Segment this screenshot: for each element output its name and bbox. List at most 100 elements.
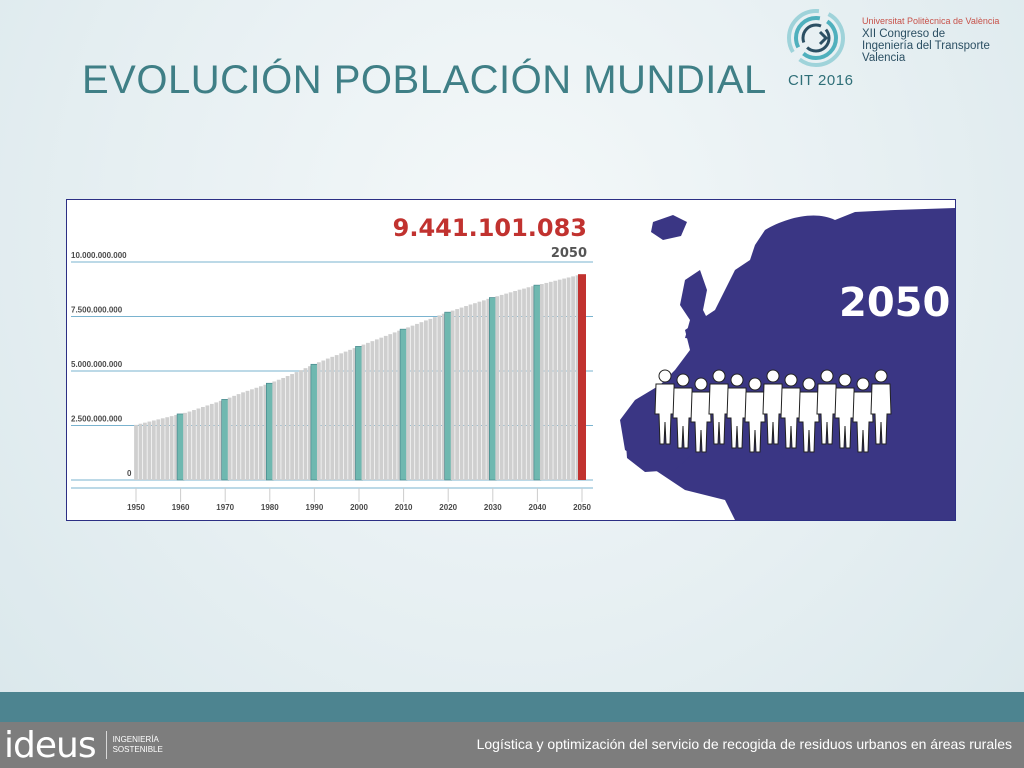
- bar: [444, 311, 453, 481]
- bar: [352, 348, 357, 480]
- bar: [321, 360, 326, 480]
- bar: [218, 400, 223, 480]
- bar: [348, 349, 352, 480]
- map-year-label: 2050: [839, 280, 951, 326]
- x-tick-label: 2050: [573, 503, 591, 512]
- event-name: CIT 2016: [788, 72, 854, 89]
- bar: [174, 415, 179, 480]
- bar: [533, 284, 542, 481]
- bar: [290, 374, 294, 480]
- y-tick-label: 5.000.000.000: [71, 360, 123, 369]
- person-head: [730, 373, 744, 387]
- y-tick-label: 7.500.000.000: [71, 306, 123, 315]
- bar: [571, 276, 575, 480]
- bar: [187, 411, 192, 480]
- europe-map-panel: 2050: [615, 200, 955, 520]
- people-silhouettes: [654, 369, 892, 453]
- chart-subtitle: 2050: [551, 246, 587, 261]
- bar: [428, 318, 433, 480]
- bar: [192, 410, 196, 480]
- bar: [415, 323, 419, 480]
- bar: [459, 307, 464, 480]
- bar: [299, 370, 303, 480]
- congress-line: Ingeniería del Transporte: [862, 40, 990, 52]
- person-head: [658, 369, 672, 383]
- person-head: [820, 369, 834, 383]
- bar: [526, 287, 531, 480]
- bar: [397, 330, 402, 480]
- person-head: [874, 369, 888, 383]
- bar: [258, 386, 263, 480]
- person-body: [690, 391, 712, 453]
- x-tick-label: 2010: [395, 503, 413, 512]
- bar: [316, 362, 321, 480]
- bar: [486, 298, 491, 480]
- bar: [156, 419, 161, 480]
- x-tick-label: 2030: [484, 503, 502, 512]
- brand-tagline: INGENIERÍA SOSTENIBLE: [113, 735, 163, 755]
- bar: [419, 322, 424, 480]
- bar: [531, 286, 535, 480]
- bar: [539, 284, 544, 480]
- bar: [508, 292, 513, 480]
- person-head: [676, 373, 690, 387]
- bar: [196, 408, 201, 480]
- bar: [399, 328, 408, 481]
- bar: [517, 289, 522, 480]
- bar: [241, 392, 245, 480]
- bar: [138, 423, 143, 480]
- bar: [281, 377, 286, 480]
- x-tick-label: 1990: [306, 503, 324, 512]
- bar: [488, 297, 497, 481]
- slide-title: EVOLUCIÓN POBLACIÓN MUNDIAL: [82, 58, 767, 102]
- bar: [165, 417, 170, 480]
- europe-landmass: [620, 208, 955, 520]
- person-head: [802, 377, 816, 391]
- bar: [272, 381, 277, 480]
- person-head: [784, 373, 798, 387]
- bar: [169, 416, 174, 480]
- bar: [325, 358, 330, 480]
- bar: [214, 402, 219, 480]
- bar: [513, 290, 517, 480]
- bar: [263, 384, 268, 480]
- bar: [201, 406, 205, 480]
- bar: [209, 403, 214, 480]
- chart-title: 9.441.101.083: [393, 214, 587, 242]
- bar: [455, 309, 460, 480]
- bar: [388, 334, 393, 480]
- bar: [370, 341, 375, 480]
- bar: [343, 351, 348, 480]
- europe-map-image: [620, 208, 955, 520]
- tagline-line: INGENIERÍA: [112, 735, 159, 744]
- bar: [548, 281, 553, 480]
- bar: [308, 366, 312, 480]
- bar: [432, 317, 437, 480]
- bar: [245, 390, 250, 480]
- bar: [437, 315, 442, 480]
- bar: [578, 274, 586, 480]
- x-tick-label: 2020: [439, 503, 457, 512]
- bar: [361, 344, 366, 480]
- y-tick-label: 0: [127, 469, 132, 478]
- bar: [566, 277, 571, 480]
- bar: [477, 301, 482, 480]
- brand-name: ideus: [4, 724, 97, 766]
- bar: [562, 278, 567, 480]
- bar: [355, 346, 363, 481]
- person-head: [694, 377, 708, 391]
- congress-line: Valencia: [862, 52, 906, 64]
- tagline-line: SOSTENIBLE: [112, 745, 163, 754]
- x-tick-label: 2000: [350, 503, 368, 512]
- bar: [441, 313, 446, 480]
- x-tick-label: 2040: [529, 503, 547, 512]
- university-name: Universitat Politècnica de València: [862, 16, 1000, 26]
- bar: [330, 356, 335, 480]
- bar: [374, 339, 379, 480]
- bar: [232, 395, 237, 480]
- person-body: [798, 391, 820, 453]
- x-tick-label: 1980: [261, 503, 279, 512]
- bar: [160, 418, 165, 480]
- x-tick-label: 1960: [172, 503, 190, 512]
- bar: [499, 294, 504, 480]
